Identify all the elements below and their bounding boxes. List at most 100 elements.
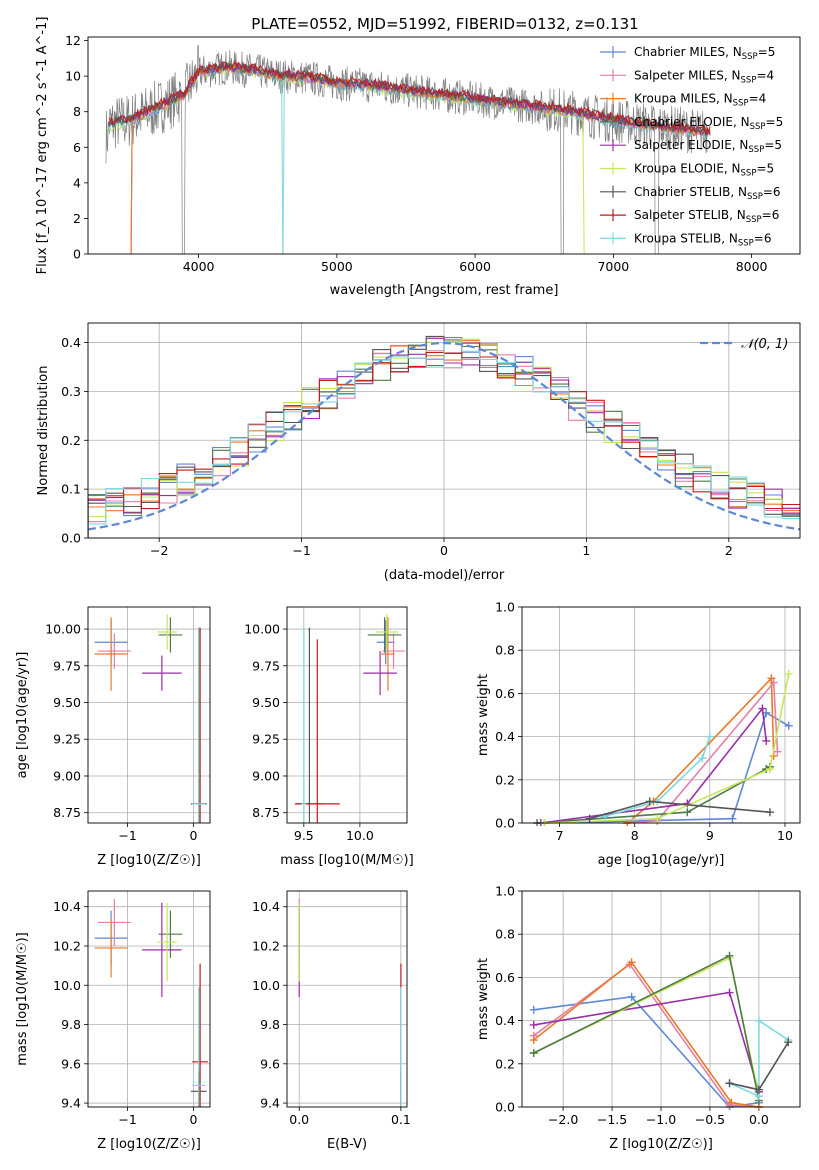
x-tick-label: −0.5 (695, 1112, 725, 1127)
x-tick-label: 2 (725, 543, 733, 558)
legend-entry: Chabrier ELODIE, NSSP=5 (634, 115, 783, 132)
legend-entry: Kroupa STELIB, NSSP=6 (634, 231, 772, 248)
x-tick-label: −1 (292, 543, 310, 558)
x-tick-label: 0 (190, 1112, 198, 1127)
x-tick-label: −2 (150, 543, 168, 558)
y-tick-label: 1.0 (495, 884, 515, 899)
series-line-salp_elodie (533, 991, 760, 1093)
series-line-krou_miles (533, 961, 760, 1108)
x-tick-label: 7 (556, 828, 564, 843)
series-marker (653, 814, 662, 823)
x-tick-label: 10 (777, 828, 793, 843)
figure-title: PLATE=0552, MJD=51992, FIBERID=0132, z=0… (251, 15, 638, 33)
x-tick-label: 0 (440, 543, 448, 558)
series-marker (727, 1098, 736, 1107)
residual-histogram-krou_stelib (88, 340, 800, 538)
y-tick-label: 2 (73, 211, 81, 226)
age_vs_Z-points (94, 614, 207, 823)
series-line-krou_elodie (544, 673, 790, 824)
series-marker (758, 704, 767, 713)
x-axis-label: wavelength [Angstrom, rest frame] (330, 283, 559, 298)
series-line-krou_miles (626, 676, 775, 824)
y-tick-label: 0.2 (495, 1056, 515, 1071)
series-marker (645, 797, 654, 806)
y-tick-label: 9.75 (53, 658, 81, 673)
x-axis-label: Z [log10(Z/Z☉)] (609, 1137, 713, 1152)
legend-entry: 𝒩(0, 1) (741, 337, 788, 352)
x-tick-label: 5000 (321, 259, 353, 274)
series-marker (529, 1005, 538, 1014)
series-marker (725, 951, 734, 960)
y-tick-label: 9.6 (260, 1056, 280, 1071)
y-tick-label: 0.6 (495, 970, 515, 985)
x-axis-label: mass [log10(M/M☉)] (280, 853, 413, 868)
series-marker (725, 988, 734, 997)
x-axis-label: age [log10(age/yr)] (598, 853, 725, 868)
series-line-krou_elodie (533, 956, 760, 1097)
series-marker (529, 1049, 538, 1057)
series-marker (705, 732, 714, 741)
y-tick-label: 8.75 (53, 805, 81, 820)
axes-frame (286, 890, 408, 1108)
axes-frame (521, 890, 801, 1108)
axes-frame (87, 606, 211, 824)
axes-frame (521, 606, 801, 824)
y-tick-label: 0.3 (61, 384, 81, 399)
y-tick-label: 0 (73, 247, 81, 262)
x-tick-label: 0.1 (391, 1112, 411, 1127)
y-tick-label: 9.4 (61, 1096, 81, 1111)
series-marker (773, 747, 782, 756)
y-tick-label: 9.50 (252, 695, 280, 710)
weight_vs_age-series (533, 669, 793, 826)
legend-entry: Salpeter STELIB, NSSP=6 (634, 208, 779, 225)
y-tick-label: 9.4 (260, 1096, 280, 1111)
y-tick-label: 0.4 (495, 729, 515, 744)
y-tick-label: 9.25 (53, 732, 81, 747)
series-line-salp_miles (627, 680, 779, 824)
y-axis-label: mass weight (476, 674, 491, 756)
spectrum-plot (105, 44, 711, 254)
y-tick-label: 9.50 (53, 695, 81, 710)
series-marker (762, 736, 771, 745)
y-axis-label: Flux [f_λ 10^-17 erg cm^-2 s^-1 A^-1] (35, 17, 50, 275)
series-marker (754, 1085, 763, 1094)
y-tick-label: 1.0 (495, 600, 515, 615)
y-tick-label: 9.00 (252, 768, 280, 783)
x-tick-label: 8 (631, 828, 639, 843)
series-marker (754, 1016, 763, 1025)
mass_vs_Z-points (94, 898, 209, 1107)
y-tick-label: 0.0 (495, 816, 515, 831)
series-marker (725, 1079, 734, 1088)
x-tick-label: 9.5 (294, 828, 314, 843)
y-tick-label: 10.2 (53, 938, 81, 953)
x-tick-label: 8000 (736, 259, 768, 274)
y-tick-label: 8 (73, 104, 81, 119)
x-tick-label: 7000 (597, 259, 629, 274)
series-marker (529, 1020, 538, 1029)
series-line-salp_elodie (540, 706, 767, 824)
series-line-chab_miles (544, 711, 790, 824)
y-tick-label: 6 (73, 140, 81, 155)
series-marker (683, 808, 692, 817)
x-tick-label: −1.5 (597, 1112, 627, 1127)
x-tick-label: −1 (118, 828, 136, 843)
model-spectrum-salp_stelib (108, 59, 711, 135)
series-marker (728, 814, 737, 823)
x-tick-label: −1 (118, 1112, 136, 1127)
y-tick-label: 9.6 (61, 1056, 81, 1071)
y-tick-label: 9.75 (252, 658, 280, 673)
legend-entry: Kroupa MILES, NSSP=4 (634, 92, 766, 109)
y-tick-label: 0.4 (495, 1013, 515, 1028)
x-axis-label: E(B-V) (327, 1137, 367, 1152)
y-tick-label: 0.6 (495, 686, 515, 701)
series-marker (784, 721, 793, 730)
y-tick-label: 0.8 (495, 643, 515, 658)
x-tick-label: 9 (706, 828, 714, 843)
x-axis-label: Z [log10(Z/Z☉)] (97, 853, 201, 868)
series-line-krou_stelib (729, 1019, 789, 1098)
series-marker (767, 674, 776, 683)
y-tick-label: 9.8 (61, 1017, 81, 1032)
axes-frame (87, 890, 211, 1108)
x-tick-label: −1.0 (646, 1112, 676, 1127)
